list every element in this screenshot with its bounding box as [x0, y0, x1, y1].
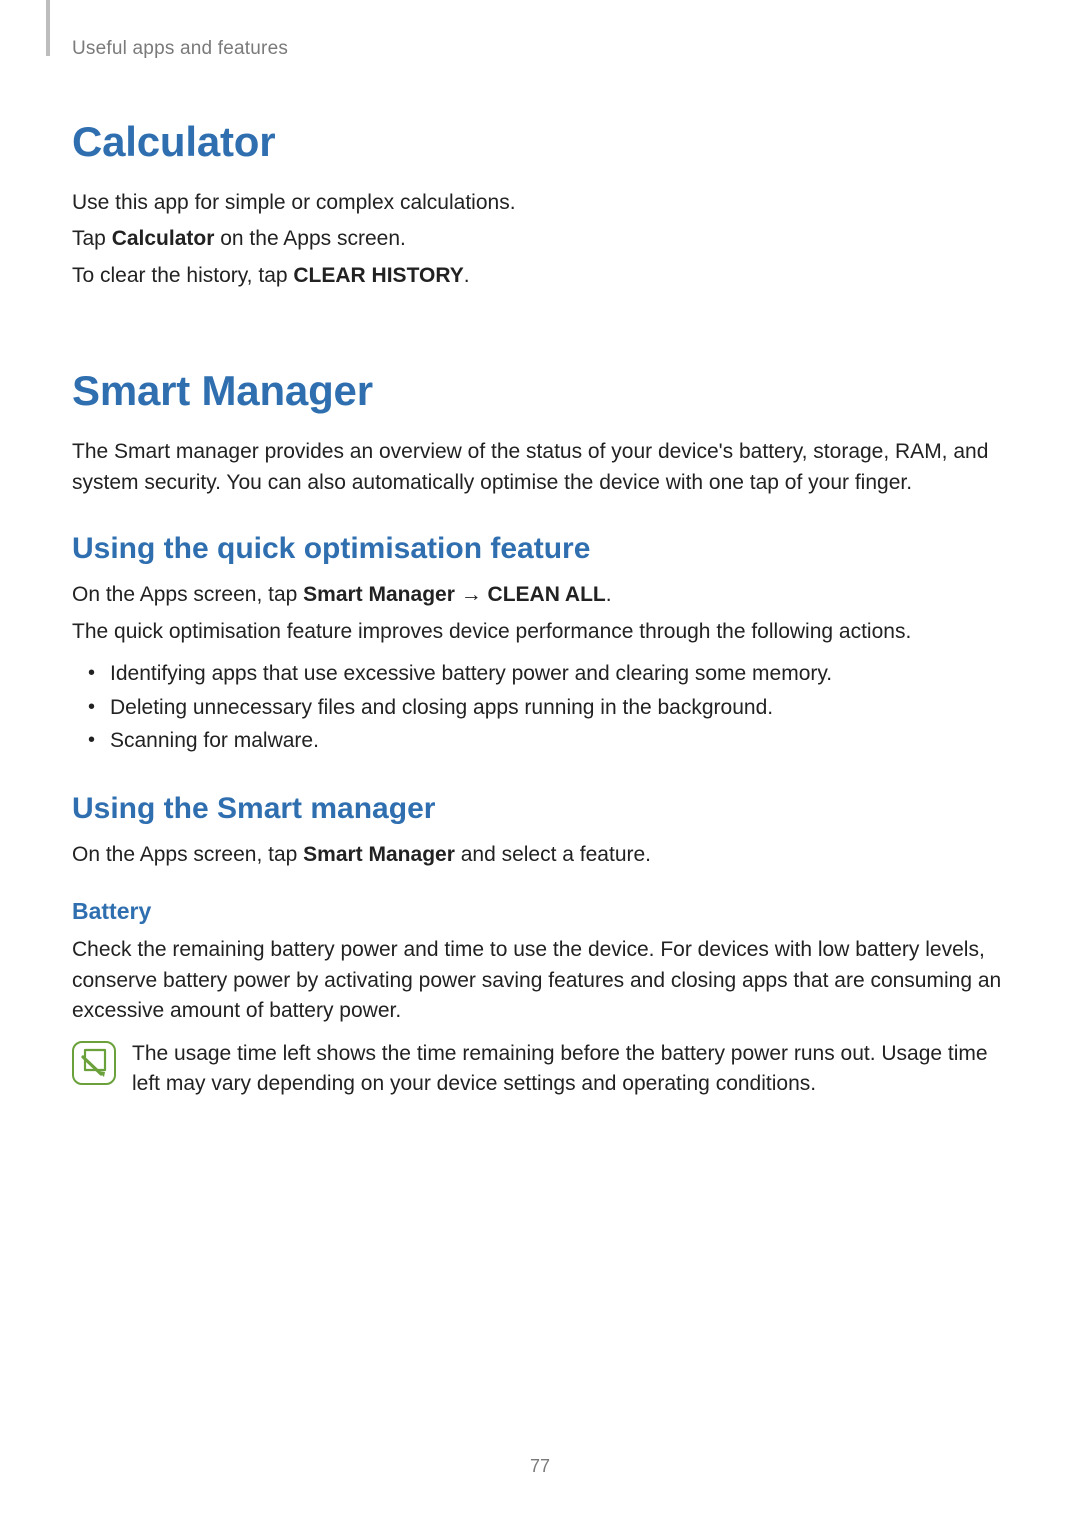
- note-text: The usage time left shows the time remai…: [132, 1039, 1008, 1100]
- section-title-calculator: Calculator: [72, 118, 1008, 166]
- calculator-p1: Use this app for simple or complex calcu…: [72, 188, 1008, 218]
- bold-text-clean-all: CLEAN ALL: [488, 583, 606, 606]
- page-tab-mark: [46, 0, 50, 56]
- bold-text-calculator: Calculator: [112, 227, 215, 250]
- arrow-icon: →: [455, 583, 488, 606]
- calculator-p3: To clear the history, tap CLEAR HISTORY.: [72, 261, 1008, 291]
- page: Useful apps and features Calculator Use …: [0, 0, 1080, 1527]
- text-fragment: To clear the history, tap: [72, 264, 293, 287]
- subsubsection-title-battery: Battery: [72, 898, 1008, 925]
- quick-opt-p2: The quick optimisation feature improves …: [72, 617, 1008, 647]
- bold-text-clear-history: CLEAR HISTORY: [293, 264, 463, 287]
- subsection-title-quick-opt: Using the quick optimisation feature: [72, 532, 1008, 566]
- section-spacer: [72, 297, 1008, 357]
- page-number: 77: [0, 1456, 1080, 1477]
- list-item: Scanning for malware.: [84, 724, 1008, 758]
- text-fragment: On the Apps screen, tap: [72, 583, 303, 606]
- text-fragment: and select a feature.: [455, 843, 651, 866]
- text-fragment: Tap: [72, 227, 112, 250]
- bold-text-smart-manager: Smart Manager: [303, 843, 455, 866]
- breadcrumb: Useful apps and features: [72, 38, 1008, 60]
- text-fragment: .: [464, 264, 470, 287]
- section-title-smart-manager: Smart Manager: [72, 367, 1008, 415]
- list-item: Identifying apps that use excessive batt…: [84, 657, 1008, 691]
- quick-opt-p1: On the Apps screen, tap Smart Manager → …: [72, 580, 1008, 610]
- list-item: Deleting unnecessary files and closing a…: [84, 691, 1008, 725]
- text-fragment: .: [606, 583, 612, 606]
- text-fragment: on the Apps screen.: [214, 227, 405, 250]
- calculator-p2: Tap Calculator on the Apps screen.: [72, 224, 1008, 254]
- text-fragment: On the Apps screen, tap: [72, 843, 303, 866]
- bold-text-smart-manager: Smart Manager: [303, 583, 455, 606]
- note-icon: [72, 1041, 116, 1085]
- battery-p1: Check the remaining battery power and ti…: [72, 935, 1008, 1026]
- subsection-title-using-smart-manager: Using the Smart manager: [72, 792, 1008, 826]
- quick-opt-bullets: Identifying apps that use excessive batt…: [84, 657, 1008, 758]
- smart-manager-intro: The Smart manager provides an overview o…: [72, 437, 1008, 498]
- using-sm-p1: On the Apps screen, tap Smart Manager an…: [72, 840, 1008, 870]
- note-callout: The usage time left shows the time remai…: [72, 1039, 1008, 1100]
